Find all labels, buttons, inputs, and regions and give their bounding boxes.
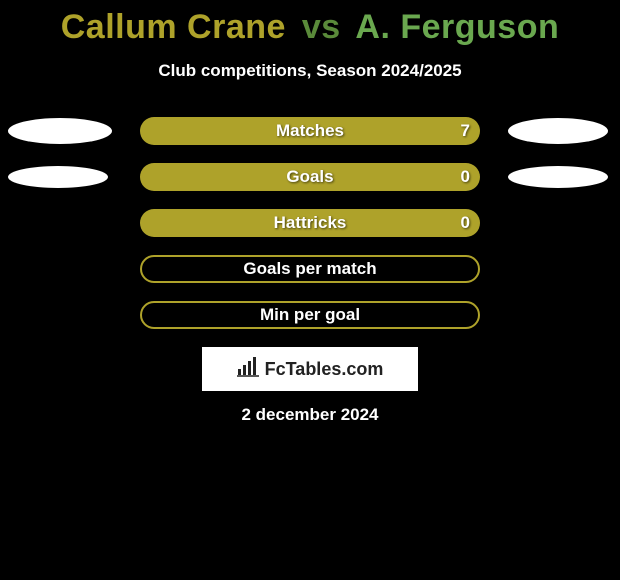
vs-text: vs xyxy=(302,8,341,46)
stat-row: Matches 7 xyxy=(0,117,620,145)
stat-value: 7 xyxy=(461,121,470,141)
left-ellipse xyxy=(8,166,108,188)
player2-name: A. Ferguson xyxy=(355,8,559,46)
right-ellipse xyxy=(508,118,608,144)
stat-label: Goals xyxy=(286,167,333,187)
left-ellipse xyxy=(8,118,112,144)
stat-row: Goals 0 xyxy=(0,163,620,191)
stat-value: 0 xyxy=(461,213,470,233)
stat-bar: Goals per match xyxy=(140,255,480,283)
stat-row: Min per goal xyxy=(0,301,620,329)
stat-label: Matches xyxy=(276,121,344,141)
stat-row: Hattricks 0 xyxy=(0,209,620,237)
right-ellipse xyxy=(508,166,608,188)
stat-label: Goals per match xyxy=(243,259,376,279)
date-text: 2 december 2024 xyxy=(0,405,620,425)
stat-label: Hattricks xyxy=(274,213,347,233)
stats-list: Matches 7 Goals 0 Hattricks 0 Goals per match M… xyxy=(0,117,620,329)
stat-row: Goals per match xyxy=(0,255,620,283)
stat-bar: Goals 0 xyxy=(140,163,480,191)
page-title: Callum Crane vs A. Ferguson xyxy=(0,8,620,47)
stat-label: Min per goal xyxy=(260,305,360,325)
stat-bar: Min per goal xyxy=(140,301,480,329)
stat-bar: Hattricks 0 xyxy=(140,209,480,237)
stat-value: 0 xyxy=(461,167,470,187)
infographic-container: Callum Crane vs A. Ferguson Club competi… xyxy=(0,0,620,580)
bar-chart-icon xyxy=(237,357,259,382)
subtitle: Club competitions, Season 2024/2025 xyxy=(0,61,620,81)
brand-box: FcTables.com xyxy=(202,347,418,391)
stat-bar: Matches 7 xyxy=(140,117,480,145)
player1-name: Callum Crane xyxy=(61,8,286,46)
brand-text: FcTables.com xyxy=(265,359,384,380)
